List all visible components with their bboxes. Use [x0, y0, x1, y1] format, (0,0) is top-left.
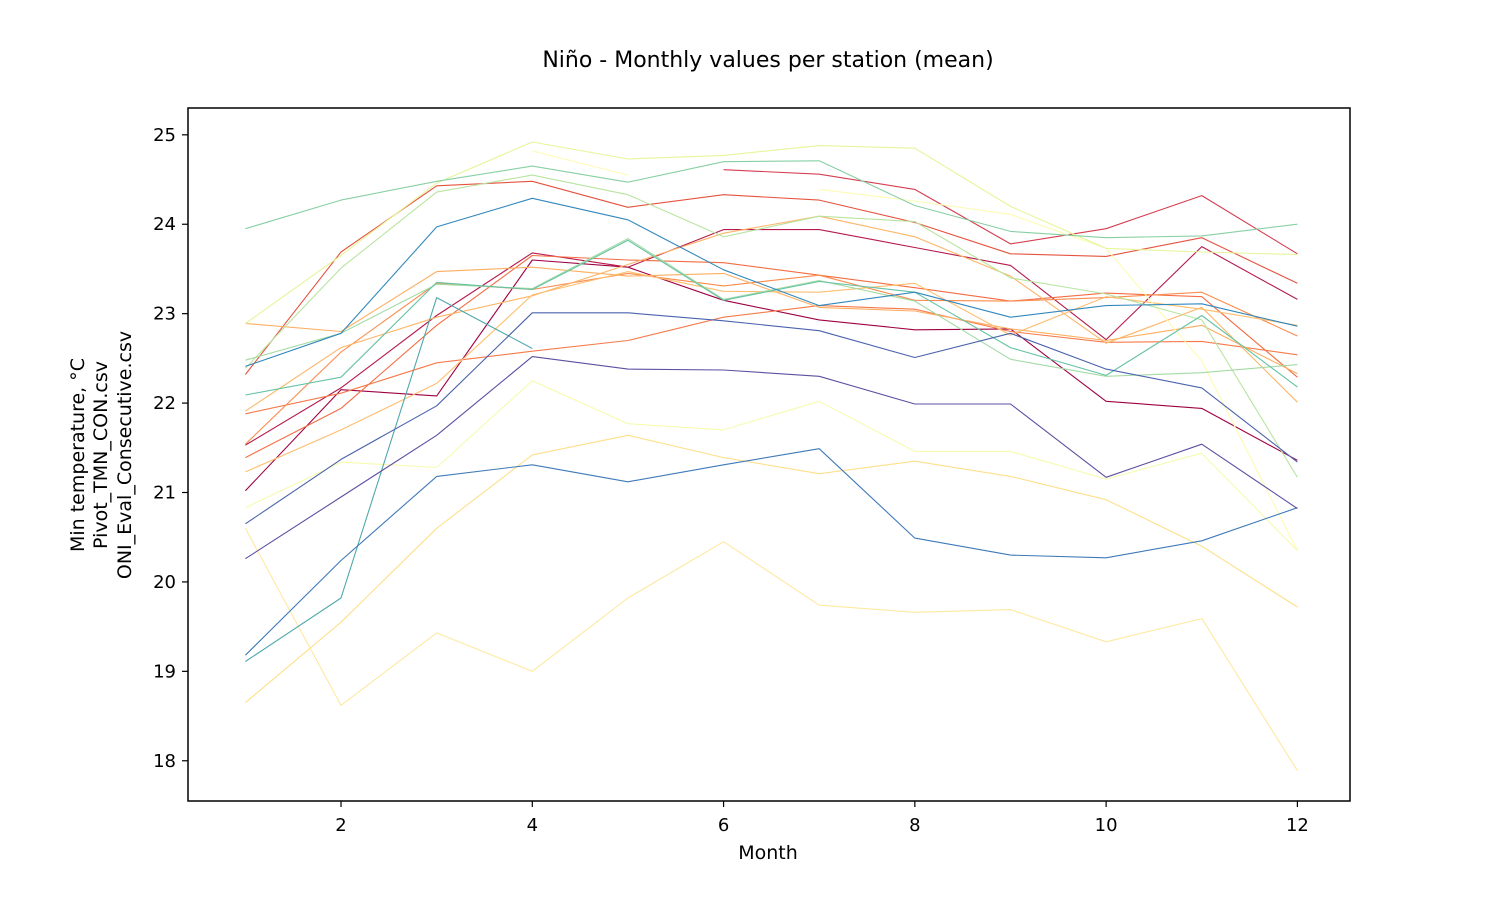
series-line-13 — [532, 150, 1298, 551]
series-line-5 — [245, 254, 1298, 459]
series-layer — [244, 141, 1298, 771]
series-line-12 — [244, 528, 1298, 771]
y-tick-label: 21 — [153, 483, 176, 504]
x-tick-label: 10 — [1095, 815, 1118, 836]
x-tick-label: 4 — [527, 815, 538, 836]
y-tick-label: 25 — [153, 125, 176, 146]
y-tick-label: 24 — [153, 214, 176, 235]
y-tick-label: 18 — [153, 751, 176, 772]
plot-frame — [187, 107, 1351, 802]
y-tick-label: 20 — [153, 572, 176, 593]
series-line-17 — [245, 238, 1298, 377]
series-line-7 — [245, 272, 1298, 445]
series-line-1 — [245, 259, 1298, 492]
series-line-15 — [245, 141, 1298, 324]
series-line-18 — [245, 160, 1298, 239]
x-tick-label: 12 — [1286, 815, 1309, 836]
chart-title: Niño - Monthly values per station (mean) — [542, 48, 993, 73]
y-axis-label-line-1: Min temperature, °C — [67, 358, 89, 552]
series-line-9 — [245, 215, 1298, 412]
series-line-21 — [245, 197, 1298, 367]
x-tick-label: 2 — [335, 815, 346, 836]
y-tick-label: 19 — [153, 661, 176, 682]
series-line-19 — [245, 239, 1298, 396]
series-line-23 — [245, 312, 1298, 525]
series-line-14 — [245, 380, 1298, 551]
series-line-16 — [245, 174, 1298, 478]
y-axis: 18 19 20 21 22 23 24 25 — [153, 125, 188, 772]
y-tick-label: 22 — [153, 393, 176, 414]
x-tick-label: 8 — [909, 815, 920, 836]
series-line-24 — [245, 356, 1298, 560]
series-line-4 — [244, 180, 1298, 375]
series-line-20 — [245, 297, 533, 662]
y-axis-label-line-2: Pivot_TMN_CON.csv — [90, 361, 112, 549]
series-line-22 — [245, 448, 1298, 656]
series-line-2 — [245, 229, 1298, 446]
series-line-6 — [245, 305, 1298, 415]
series-line-3 — [723, 169, 1298, 255]
x-axis-label: Month — [738, 842, 798, 864]
y-tick-label: 23 — [153, 304, 176, 325]
x-tick-label: 6 — [718, 815, 729, 836]
y-axis-label-line-3: ONI_Eval_Consecutive.csv — [114, 331, 136, 579]
x-axis: 2 4 6 8 10 12 — [335, 801, 1309, 836]
series-line-11 — [245, 434, 1298, 704]
series-line-8 — [245, 266, 1298, 375]
